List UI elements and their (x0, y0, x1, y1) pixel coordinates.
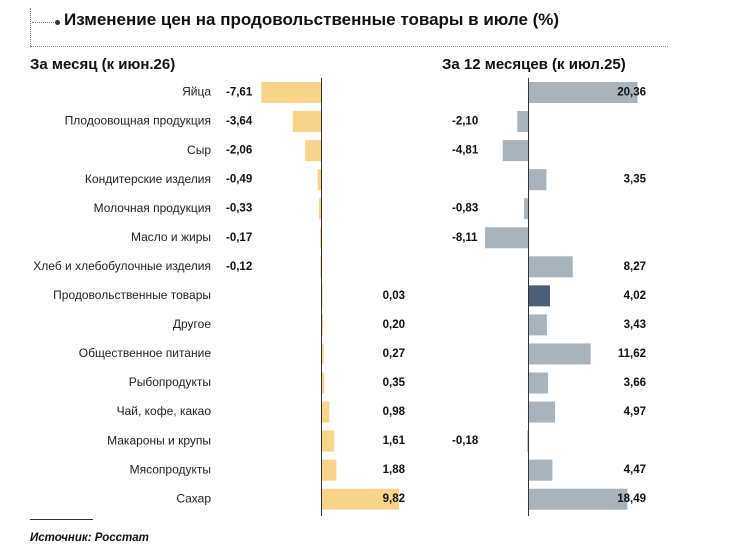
month-value-label: 0,03 (383, 290, 405, 302)
year-value-label: 3,66 (624, 377, 646, 389)
year-value-label: -4,81 (452, 145, 479, 157)
month-value-label: 0,20 (383, 319, 405, 331)
year-value-label: 8,27 (624, 261, 646, 273)
month-bar (321, 285, 323, 307)
month-value-label: -7,61 (226, 87, 253, 99)
month-value-label: 0,27 (383, 348, 405, 360)
year-bar (528, 343, 591, 365)
category-label: Молочная продукция (94, 201, 211, 215)
month-bar (320, 256, 322, 278)
category-label: Сахар (176, 491, 211, 505)
category-label: Кондитерские изделия (85, 172, 211, 186)
year-value-label: 18,49 (617, 493, 646, 505)
panel-title-year: За 12 месяцев (к июл.25) (442, 56, 626, 73)
month-bar (317, 169, 322, 191)
month-value-label: 9,82 (383, 493, 405, 505)
category-label: Масло и жиры (131, 230, 211, 244)
month-value-label: 1,88 (383, 464, 406, 476)
year-bar (528, 372, 549, 394)
month-value-label: -3,64 (226, 116, 253, 128)
year-value-label: 20,36 (617, 87, 646, 99)
category-label: Мясопродукты (130, 462, 211, 476)
source-note: Источник: Росстат (30, 532, 149, 544)
category-label: Продовольственные товары (53, 288, 211, 302)
month-bar (321, 343, 324, 365)
year-bar (528, 169, 547, 191)
title-decoration (30, 8, 60, 46)
year-bar (528, 285, 551, 307)
month-value-label: 0,35 (383, 377, 406, 389)
year-bar (524, 198, 529, 220)
month-bar (318, 198, 322, 220)
year-bar (528, 459, 553, 481)
year-value-label: 11,62 (618, 348, 646, 360)
year-bar (485, 227, 529, 249)
year-value-label: -2,10 (452, 116, 478, 128)
month-bar (321, 488, 400, 510)
year-bar (502, 140, 529, 162)
category-label: Другое (173, 317, 211, 331)
month-bar (305, 140, 322, 162)
category-label: Плодоовощная продукция (65, 114, 211, 128)
year-bar (527, 430, 529, 452)
year-bar (528, 256, 573, 278)
year-value-label: 4,02 (624, 290, 646, 302)
month-bar (321, 430, 335, 452)
chart-title: Изменение цен на продовольственные товар… (64, 10, 560, 29)
year-value-label: 4,47 (624, 464, 646, 476)
month-value-label: -0,33 (226, 203, 252, 215)
year-value-label: 3,35 (624, 174, 647, 186)
year-bar (528, 488, 628, 510)
month-bar (321, 401, 330, 423)
year-bar (517, 111, 529, 133)
year-value-label: -0,83 (452, 203, 478, 215)
category-label: Общественное питание (79, 346, 212, 360)
month-bar (320, 227, 322, 249)
month-value-label: 0,98 (383, 406, 406, 418)
year-value-label: 3,43 (624, 319, 646, 331)
year-bar (528, 314, 547, 336)
year-bar (528, 82, 638, 103)
category-label: Рыбопродукты (129, 375, 211, 389)
year-bar (528, 401, 556, 423)
month-bar (292, 111, 322, 133)
year-value-label: -8,11 (452, 232, 478, 244)
month-value-label: -0,17 (226, 232, 252, 244)
category-label: Хлеб и хлебобулочные изделия (33, 259, 211, 273)
title-divider (30, 46, 668, 47)
month-bar (321, 372, 325, 394)
year-value-label: 4,97 (624, 406, 646, 418)
category-label: Чай, кофе, какао (117, 404, 212, 418)
chart-header: Изменение цен на продовольственные товар… (30, 8, 668, 48)
month-bar (321, 314, 324, 336)
panel-title-month: За месяц (к июн.26) (30, 56, 176, 73)
source-divider (30, 519, 93, 520)
category-label: Яйца (182, 85, 211, 99)
month-value-label: 1,61 (383, 435, 406, 447)
year-value-label: -0,18 (452, 435, 479, 447)
month-value-label: -0,12 (226, 261, 252, 273)
category-label: Макароны и крупы (107, 433, 211, 447)
month-bar (261, 82, 322, 103)
month-value-label: -2,06 (226, 145, 252, 157)
month-value-label: -0,49 (226, 174, 252, 186)
month-bar (321, 459, 337, 481)
category-label: Сыр (187, 143, 211, 157)
